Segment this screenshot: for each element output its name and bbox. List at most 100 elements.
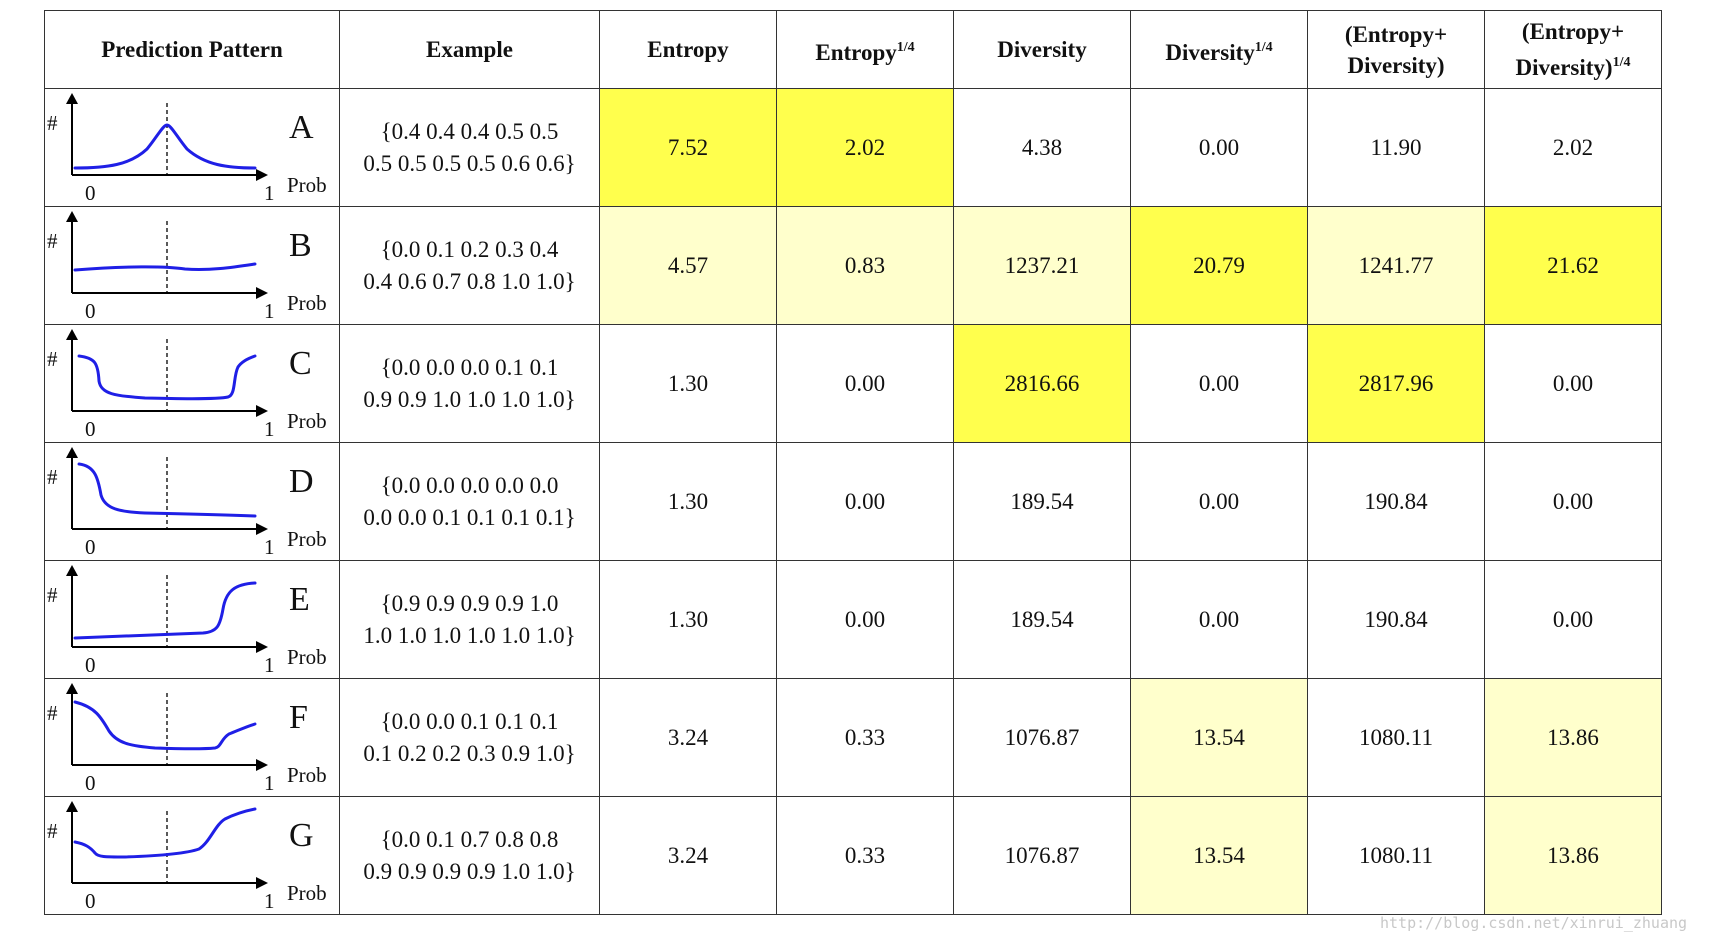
pattern-cell: #0 1 Prob A [44,88,340,207]
pattern-letter: D [289,463,314,500]
entropy-value: 1.30 [599,442,777,561]
diversity-quarter-value: 0.00 [1130,560,1308,679]
entropy-plus-diversity-quarter-value: 13.86 [1484,796,1662,915]
y-axis-label: # [47,583,58,607]
metrics-table: Prediction Pattern Example Entropy Entro… [44,10,1662,915]
diversity-quarter-value: 13.54 [1130,678,1308,797]
entropy-plus-diversity-value: 2817.96 [1307,324,1485,443]
y-axis-arrow [66,683,78,694]
entropy-plus-diversity-quarter-value: 0.00 [1484,442,1662,561]
entropy-plus-diversity-value: 190.84 [1307,560,1485,679]
example-cell: {0.9 0.9 0.9 0.9 1.0 1.0 1.0 1.0 1.0 1.0 … [339,560,600,679]
x-axis-name: Prob [287,527,327,551]
header-entropy-quarter-label: Entropy [815,39,897,65]
x-axis-label-one: 1 [264,889,275,913]
header-diversity: Diversity [953,10,1131,89]
x-axis-label-one: 1 [264,299,275,323]
distribution-sketch [66,447,268,535]
x-axis-arrow [256,405,268,417]
x-axis-label-zero: 0 [85,181,96,205]
x-axis-label-zero: 0 [85,771,96,795]
x-axis-label-zero: 0 [85,417,96,441]
diversity-quarter-value: 20.79 [1130,206,1308,325]
x-axis-label-one: 1 [264,417,275,441]
pattern-letter: E [289,581,310,618]
entropy-value: 7.52 [599,88,777,207]
pattern-letter: G [289,817,314,854]
header-sumq-exponent: 1/4 [1612,55,1631,70]
table-row: #0 1 Prob E {0.9 0.9 0.9 0.9 1.0 1.0 1.0 1.0 … [44,560,1662,679]
example-line-2: 1.0 1.0 1.0 1.0 1.0 1.0} [363,622,576,648]
header-sum-line2: Diversity) [1347,52,1445,78]
distribution-sketch [66,211,268,299]
distribution-curve [73,700,257,751]
header-sumq-line1: (Entropy+ [1521,19,1625,44]
table-row: #0 1 Prob G {0.0 0.1 0.7 0.8 0.8 0.9 0.9 0.9 … [44,796,1662,915]
y-axis-label: # [47,347,58,371]
example-line-2: 0.9 0.9 1.0 1.0 1.0 1.0} [363,386,576,412]
pattern-cell: #0 1 Prob B [44,206,340,325]
x-axis-arrow [256,877,268,889]
table-row: #0 1 Prob C {0.0 0.0 0.0 0.1 0.1 0.9 0.9 1.0 … [44,324,1662,443]
x-axis-label-zero: 0 [85,299,96,323]
y-axis-arrow [66,447,78,458]
pattern-letter: B [289,227,312,264]
entropy-plus-diversity-value: 1080.11 [1307,678,1485,797]
entropy-plus-diversity-value: 1080.11 [1307,796,1485,915]
pattern-cell: #0 1 Prob E [44,560,340,679]
distribution-curve [73,581,257,640]
header-entropy-quarter: Entropy1/4 [776,10,954,89]
pattern-letter: F [289,699,308,736]
entropy-quarter-value: 2.02 [776,88,954,207]
y-axis-arrow [66,329,78,340]
entropy-quarter-value: 0.00 [776,560,954,679]
header-sumq-line2: Diversity) [1515,55,1613,80]
x-axis-arrow [256,759,268,771]
entropy-plus-diversity-quarter-value: 0.00 [1484,560,1662,679]
example-line-1: {0.9 0.9 0.9 0.9 1.0 [380,590,559,616]
example-cell: {0.0 0.0 0.0 0.1 0.1 0.9 0.9 1.0 1.0 1.0 … [339,324,600,443]
y-axis-label: # [47,819,58,843]
table-row: #0 1 Prob F {0.0 0.0 0.1 0.1 0.1 0.1 0.2 0.2 … [44,678,1662,797]
x-axis-name: Prob [287,409,327,433]
x-axis-label-one: 1 [264,535,275,559]
distribution-sketch [66,565,268,653]
x-axis-label-one: 1 [264,771,275,795]
header-sum-line1: (Entropy+ [1344,21,1448,47]
diversity-value: 189.54 [953,560,1131,679]
diversity-value: 1076.87 [953,796,1131,915]
diversity-quarter-value: 13.54 [1130,796,1308,915]
diversity-value: 2816.66 [953,324,1131,443]
diversity-quarter-value: 0.00 [1130,88,1308,207]
y-axis-arrow [66,801,78,812]
entropy-value: 1.30 [599,324,777,443]
example-line-1: {0.4 0.4 0.4 0.5 0.5 [380,118,559,144]
y-axis-label: # [47,465,58,489]
example-cell: {0.0 0.1 0.7 0.8 0.8 0.9 0.9 0.9 0.9 1.0 … [339,796,600,915]
x-axis-name: Prob [287,173,327,197]
example-cell: {0.0 0.1 0.2 0.3 0.4 0.4 0.6 0.7 0.8 1.0 … [339,206,600,325]
example-line-1: {0.0 0.0 0.0 0.0 0.0 [380,472,559,498]
entropy-quarter-value: 0.33 [776,796,954,915]
y-axis-label: # [47,111,58,135]
x-axis-name: Prob [287,645,327,669]
pattern-cell: #0 1 Prob G [44,796,340,915]
diversity-value: 1237.21 [953,206,1131,325]
entropy-plus-diversity-value: 190.84 [1307,442,1485,561]
distribution-sketch [66,93,268,181]
entropy-plus-diversity-quarter-value: 2.02 [1484,88,1662,207]
pattern-cell: #0 1 Prob F [44,678,340,797]
example-line-1: {0.0 0.0 0.0 0.1 0.1 [380,354,559,380]
example-line-2: 0.9 0.9 0.9 0.9 1.0 1.0} [363,858,576,884]
diversity-quarter-value: 0.00 [1130,442,1308,561]
header-example: Example [339,10,600,89]
header-prediction-pattern: Prediction Pattern [44,10,340,89]
x-axis-label-zero: 0 [85,653,96,677]
pattern-cell: #0 1 Prob D [44,442,340,561]
header-entropy: Entropy [599,10,777,89]
y-axis-label: # [47,229,58,253]
pattern-letter: A [289,109,314,146]
example-line-2: 0.4 0.6 0.7 0.8 1.0 1.0} [363,268,576,294]
example-line-2: 0.0 0.0 0.1 0.1 0.1 0.1} [363,504,576,530]
entropy-plus-diversity-quarter-value: 13.86 [1484,678,1662,797]
